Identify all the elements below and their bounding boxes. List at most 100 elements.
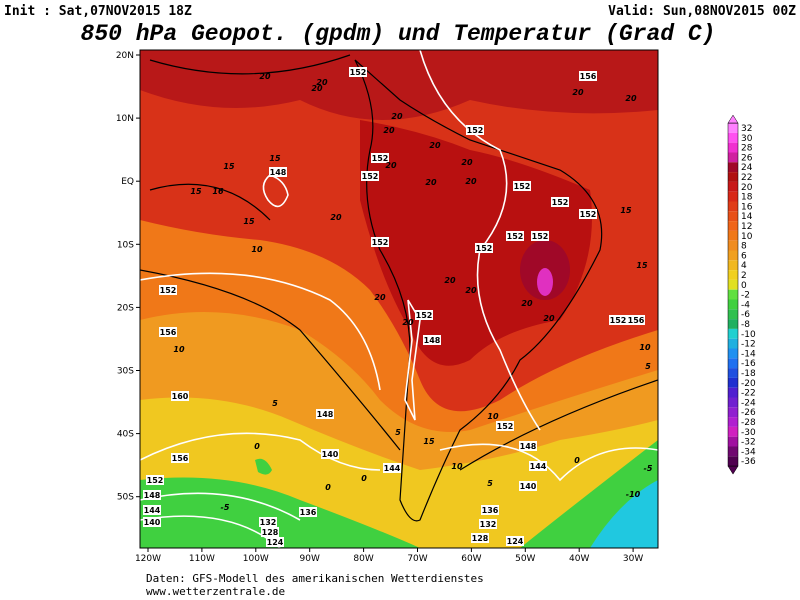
colorbar-swatch bbox=[728, 358, 738, 369]
colorbar-label: 14 bbox=[741, 212, 753, 222]
temperature-label: 20 bbox=[465, 286, 477, 295]
colorbar-swatch bbox=[728, 260, 738, 271]
lat-tick-label: 20N bbox=[116, 51, 134, 61]
contour-label-box bbox=[579, 209, 597, 219]
colorbar-arrow bbox=[727, 114, 739, 124]
geopotential-label: 128 bbox=[262, 528, 279, 537]
map-frame bbox=[139, 49, 659, 549]
contour-label-box bbox=[146, 475, 164, 485]
temperature-label: 0 bbox=[325, 483, 331, 492]
geopotential-label: 156 bbox=[172, 454, 189, 463]
colorbar-swatch bbox=[728, 397, 738, 408]
temperature-label: 20 bbox=[316, 78, 328, 87]
colorbar-label: -30 bbox=[741, 428, 756, 438]
contour-label-box bbox=[349, 67, 367, 77]
geopotential-label: 152 bbox=[416, 311, 433, 320]
colorbar-swatch bbox=[728, 436, 738, 447]
geopotential-label: 148 bbox=[144, 491, 161, 500]
lon-tick-label: 50W bbox=[515, 554, 535, 564]
temperature-label: 0 bbox=[361, 474, 367, 483]
temperature-label: 20 bbox=[311, 84, 323, 93]
colorbar-swatch bbox=[728, 132, 738, 143]
temperature-label: 20 bbox=[402, 318, 414, 327]
colorbar-label: 6 bbox=[741, 251, 747, 261]
contour-label-box bbox=[513, 181, 531, 191]
geopotential-label: 152 bbox=[610, 316, 627, 325]
lon-tick-label: 90W bbox=[300, 554, 320, 564]
geopotential-label: 152 bbox=[362, 172, 379, 181]
geopotential-label: 144 bbox=[384, 464, 401, 473]
lat-tick-label: 30S bbox=[117, 367, 134, 377]
contour-label-box bbox=[259, 517, 277, 527]
colorbar-label: -8 bbox=[741, 320, 750, 330]
contour-label-box bbox=[551, 197, 569, 207]
geopotential-label: 152 bbox=[350, 68, 367, 77]
lat-tick-label: 10S bbox=[117, 240, 134, 250]
contour-label-box bbox=[531, 231, 549, 241]
geopotential-label: 152 bbox=[507, 232, 524, 241]
colorbar-label: -10 bbox=[741, 330, 756, 340]
colorbar-swatch bbox=[728, 279, 738, 290]
contour-label-box bbox=[143, 505, 161, 515]
colorbar-label: 10 bbox=[741, 232, 753, 242]
temperature-label: 5 bbox=[395, 428, 401, 437]
contour-label-box bbox=[316, 409, 334, 419]
geopotential-label: 136 bbox=[482, 506, 499, 515]
colorbar-label: 22 bbox=[741, 173, 752, 183]
colorbar-label: 30 bbox=[741, 134, 753, 144]
temperature-label: 20 bbox=[521, 299, 533, 308]
temperature-label: 0 bbox=[574, 456, 580, 465]
colorbar-swatch bbox=[728, 201, 738, 212]
geopotential-label: 148 bbox=[317, 410, 334, 419]
temperature-label: 20 bbox=[465, 177, 477, 186]
temperature-label: 20 bbox=[429, 141, 441, 150]
footer-source: Daten: GFS-Modell des amerikanischen Wet… bbox=[146, 572, 484, 585]
geopotential-label: 148 bbox=[270, 168, 287, 177]
geopotential-label: 156 bbox=[160, 328, 177, 337]
colorbar-swatch bbox=[728, 152, 738, 163]
geopotential-label: 144 bbox=[144, 506, 161, 515]
colorbar-swatch bbox=[728, 377, 738, 388]
colorbar-swatch bbox=[728, 221, 738, 231]
colorbar-label: -16 bbox=[741, 359, 756, 369]
contour-label-box bbox=[466, 125, 484, 135]
contour-label-box bbox=[479, 519, 497, 529]
contour-label-box bbox=[627, 315, 645, 325]
contour-label-box bbox=[423, 335, 441, 345]
colorbar-swatch bbox=[728, 172, 738, 182]
contour-label-box bbox=[261, 527, 279, 537]
contour-label-box bbox=[371, 237, 389, 247]
colorbar-swatch bbox=[728, 338, 738, 349]
colorbar-label: 16 bbox=[741, 202, 753, 212]
colorbar-label: -6 bbox=[741, 310, 750, 320]
colorbar-label: -18 bbox=[741, 369, 756, 379]
temperature-label: 10 bbox=[487, 412, 499, 421]
temperature-label: 15 bbox=[190, 187, 202, 196]
colorbar-label: 20 bbox=[741, 183, 753, 193]
geopotential-label: 152 bbox=[372, 238, 389, 247]
geopotential-label: 160 bbox=[172, 392, 189, 401]
colorbar-label: 2 bbox=[741, 271, 747, 281]
colorbar-swatch bbox=[728, 240, 738, 251]
temperature-label: -5 bbox=[221, 503, 230, 512]
contour-label-box bbox=[609, 315, 627, 325]
geopotential-label: 156 bbox=[580, 72, 597, 81]
lon-tick-label: 120W bbox=[135, 554, 161, 564]
contour-label-box bbox=[171, 391, 189, 401]
colorbar-swatch bbox=[728, 191, 738, 202]
temperature-label: 20 bbox=[259, 72, 271, 81]
contour-label-box bbox=[321, 449, 339, 459]
temperature-label: 15 bbox=[423, 437, 435, 446]
geopotential-label: 152 bbox=[372, 154, 389, 163]
lon-tick-label: 30W bbox=[623, 554, 643, 564]
colorbar-label: -12 bbox=[741, 340, 756, 350]
temperature-label: 0 bbox=[254, 442, 260, 451]
temperature-label: 20 bbox=[461, 158, 473, 167]
lat-tick-label: 10N bbox=[116, 114, 134, 124]
colorbar-label: -22 bbox=[741, 389, 756, 399]
geopotential-label: 140 bbox=[144, 518, 161, 527]
colorbar-label: 8 bbox=[741, 242, 747, 252]
geopotential-label: 140 bbox=[322, 450, 339, 459]
geopotential-label: 140 bbox=[520, 482, 537, 491]
